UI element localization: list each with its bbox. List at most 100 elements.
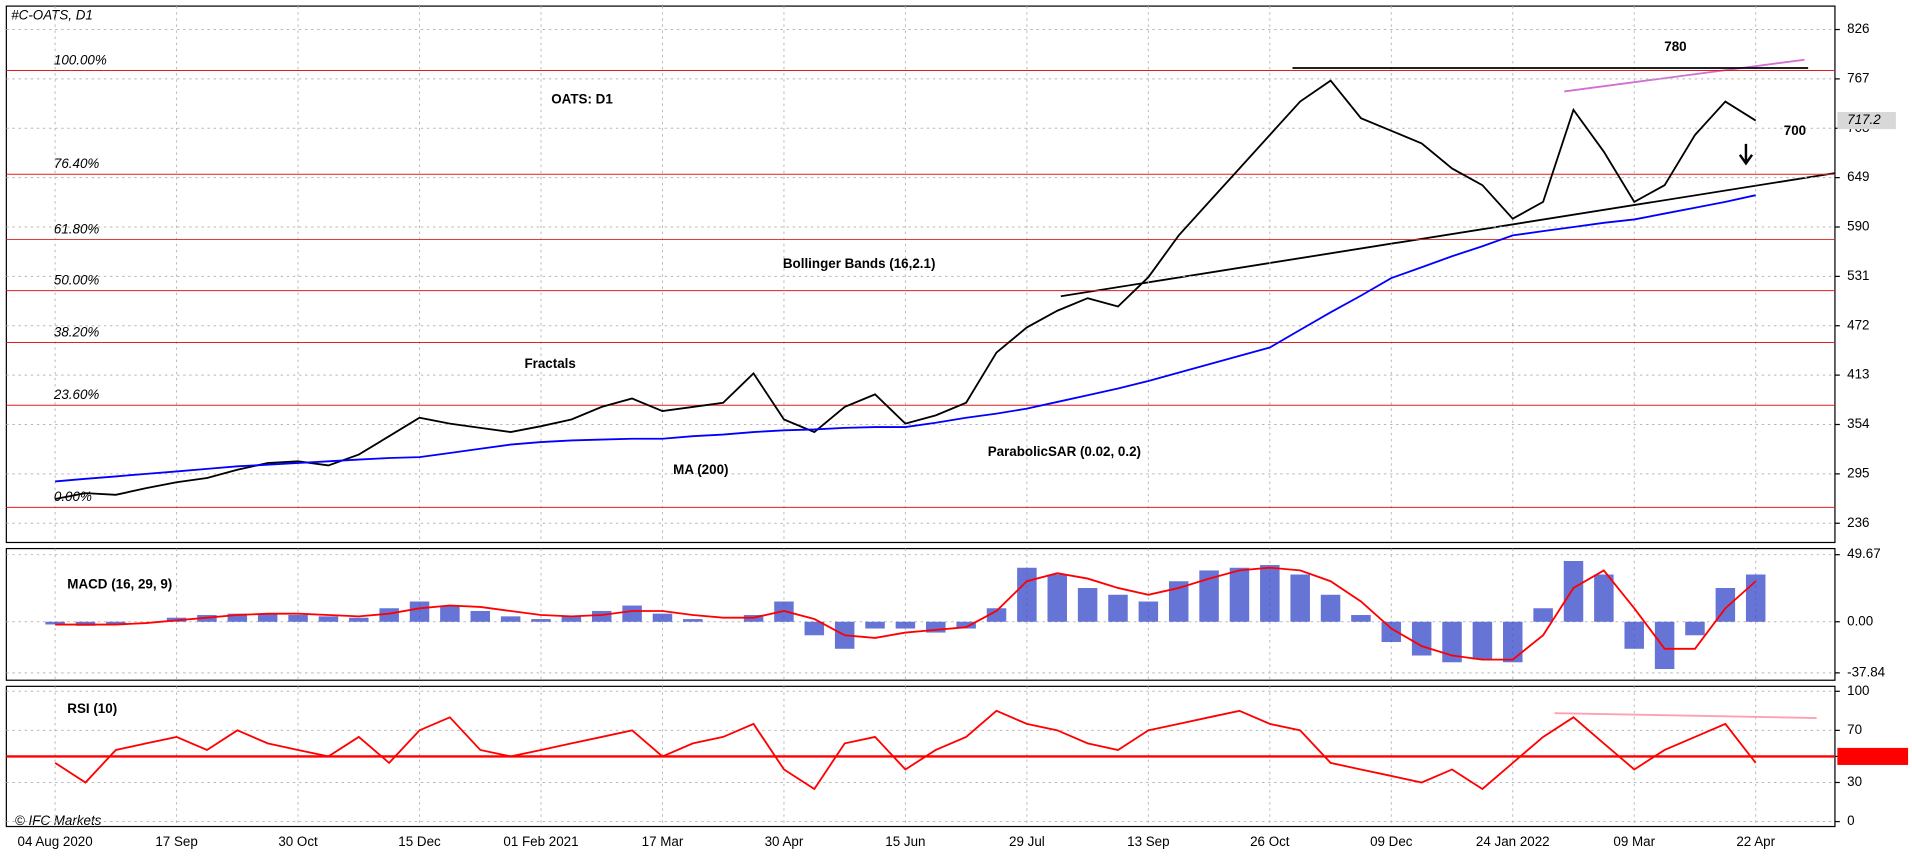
macd-bar: [1533, 608, 1553, 622]
trend-line: [1060, 172, 1836, 298]
chart-title: #C-OATS, D1: [11, 7, 93, 22]
macd-bar: [1624, 621, 1644, 649]
x-tick-label: 29 Jul: [1009, 834, 1045, 849]
y-tick-label: 0.00: [1847, 613, 1873, 628]
y-tick-label: 0: [1847, 813, 1854, 828]
macd-bar: [986, 608, 1007, 622]
y-tick-label: 70: [1847, 722, 1862, 737]
macd-bar: [1229, 567, 1250, 622]
x-tick-label: 26 Oct: [1250, 834, 1290, 849]
macd-bar: [288, 615, 308, 622]
macd-bar: [1047, 574, 1067, 622]
annotation: Fractals: [524, 356, 575, 371]
annotation: Bollinger Bands (16,2.1): [783, 256, 936, 271]
x-tick-label: 09 Dec: [1370, 834, 1413, 849]
macd-bar: [45, 621, 65, 625]
annotation: OATS: D1: [551, 92, 613, 107]
macd-bar: [926, 621, 946, 633]
y-tick-label: 590: [1847, 219, 1869, 234]
x-tick-label: 24 Jan 2022: [1476, 834, 1550, 849]
macd-bar: [1503, 621, 1523, 663]
fib-label: 61.80%: [54, 221, 100, 236]
macd-bar: [1563, 561, 1584, 622]
macd-bar: [227, 613, 248, 622]
x-tick-label: 15 Dec: [398, 834, 441, 849]
macd-bar: [804, 621, 825, 636]
ma-line: [55, 194, 1756, 483]
macd-bar: [1077, 588, 1098, 622]
copyright: © IFC Markets: [15, 813, 102, 828]
fib-label: 0.00%: [54, 489, 92, 504]
x-tick-label: 30 Apr: [765, 834, 804, 849]
y-tick-label: 354: [1847, 416, 1870, 431]
y-tick-label: 236: [1847, 515, 1869, 530]
fib-label: 100.00%: [54, 52, 107, 67]
x-tick-label: 17 Mar: [642, 834, 684, 849]
y-tick-label: -37.84: [1847, 664, 1886, 679]
x-tick-label: 15 Jun: [885, 834, 925, 849]
x-tick-label: 04 Aug 2020: [18, 834, 93, 849]
macd-bar: [683, 619, 703, 622]
y-tick-label: 472: [1847, 317, 1869, 332]
macd-bar: [470, 610, 491, 622]
ma-label: MA (200): [673, 462, 728, 477]
macd-bar: [1320, 594, 1341, 622]
main-panel: [5, 5, 1836, 544]
rsi-title: RSI (10): [67, 701, 117, 716]
rsi-trend-line: [1554, 712, 1817, 719]
macd-bar: [531, 619, 551, 622]
macd-bar: [591, 610, 612, 622]
resistance-label: 780: [1664, 39, 1686, 54]
target-label: 700: [1784, 123, 1806, 138]
rsi-level-tag: [1837, 747, 1909, 765]
y-tick-label: 30: [1847, 774, 1862, 789]
macd-bar: [652, 613, 673, 622]
macd-bar: [1260, 565, 1280, 622]
y-tick-label: 826: [1847, 21, 1869, 36]
macd-bar: [409, 601, 430, 622]
y-tick-label: 413: [1847, 367, 1869, 382]
macd-bar: [622, 605, 642, 622]
macd-bar: [561, 616, 582, 622]
fib-label: 23.60%: [53, 387, 100, 402]
y-tick-label: 531: [1847, 268, 1869, 283]
macd-bar: [1199, 570, 1219, 622]
macd-bar: [865, 621, 885, 629]
macd-bar: [1381, 621, 1402, 643]
y-tick-label: 767: [1847, 70, 1869, 85]
last-price-label: 717.2: [1847, 112, 1881, 127]
macd-bar: [440, 605, 460, 622]
macd-bar: [1442, 621, 1462, 663]
trend-line-upper: [1564, 58, 1805, 93]
macd-bar: [1290, 574, 1310, 622]
x-tick-label: 01 Feb 2021: [503, 834, 578, 849]
macd-bar: [500, 616, 521, 622]
macd-bar: [1472, 621, 1493, 660]
macd-bar: [1168, 581, 1189, 622]
macd-bar: [1685, 621, 1705, 636]
y-tick-label: 295: [1847, 465, 1869, 480]
x-tick-label: 13 Sep: [1127, 834, 1169, 849]
macd-bar: [318, 616, 339, 622]
fib-label: 50.00%: [54, 272, 100, 287]
macd-title: MACD (16, 29, 9): [67, 577, 172, 592]
macd-bar: [1351, 615, 1371, 622]
macd-bar: [956, 621, 976, 629]
signal-line: [55, 566, 1757, 661]
macd-bar: [1654, 621, 1675, 670]
last-price-tag: [1837, 112, 1896, 130]
fib-label: 76.40%: [54, 156, 100, 171]
rsi-line: [54, 709, 1757, 791]
x-tick-label: 22 Apr: [1736, 834, 1775, 849]
x-tick-label: 09 Mar: [1613, 834, 1655, 849]
macd-bar: [1138, 601, 1159, 622]
x-tick-label: 30 Oct: [278, 834, 318, 849]
y-tick-label: 49.67: [1847, 546, 1881, 561]
macd-panel: [5, 547, 1836, 681]
annotation: ParabolicSAR (0.02, 0.2): [988, 444, 1141, 459]
macd-bar: [106, 621, 126, 625]
macd-bar: [349, 617, 369, 622]
macd-bar: [1017, 567, 1037, 622]
y-tick-label: 100: [1847, 683, 1869, 698]
